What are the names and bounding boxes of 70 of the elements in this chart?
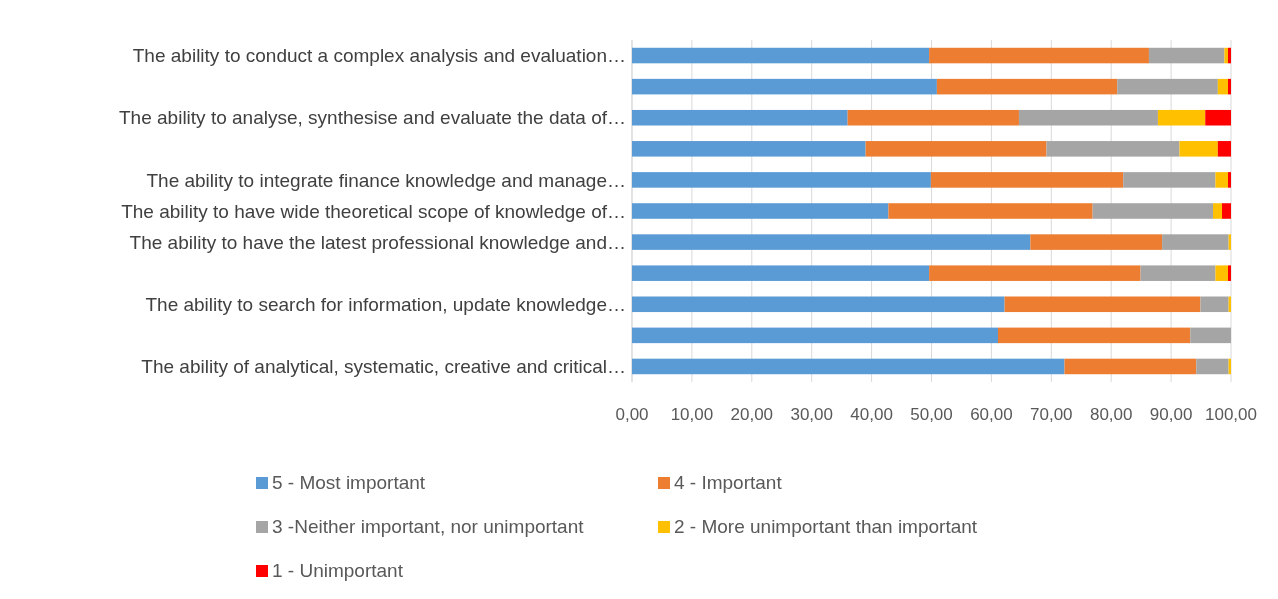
bar — [632, 109, 848, 126]
bar — [1213, 203, 1223, 219]
bar — [888, 203, 1093, 219]
legend-label: 5 - Most important — [272, 472, 426, 493]
bar — [1215, 265, 1229, 281]
bar — [847, 109, 1019, 126]
bar — [997, 327, 1191, 344]
bar — [1064, 358, 1197, 375]
bar — [1046, 141, 1180, 157]
x-tick-label: 100,00 — [1205, 405, 1257, 424]
bar — [632, 78, 937, 95]
bar — [936, 78, 1118, 95]
x-tick-label: 0,00 — [615, 405, 649, 424]
bar — [929, 47, 1149, 64]
bar — [1004, 296, 1201, 313]
x-tick-label: 60,00 — [970, 405, 1013, 424]
bar — [1228, 265, 1231, 281]
bar — [632, 265, 930, 281]
y-tick-label: The ability to have the latest professional knowledge and… — [129, 231, 626, 253]
x-tick-label: 30,00 — [790, 405, 833, 424]
bar — [1179, 141, 1218, 157]
bar — [1217, 78, 1228, 95]
x-tick-label: 90,00 — [1149, 405, 1193, 424]
legend-label: 4 - Important — [674, 472, 783, 493]
bar — [632, 47, 930, 64]
bar — [1196, 358, 1229, 375]
bar — [632, 172, 931, 188]
bar — [632, 203, 889, 219]
x-tick-label: 40,00 — [850, 405, 893, 424]
bar — [1190, 327, 1231, 344]
y-tick-label: The ability of analytical, systematic, creative and critical… — [141, 356, 626, 378]
y-tick-label: The ability to have wide theoretical scope of knowledge of… — [121, 200, 626, 222]
bar — [1148, 47, 1225, 64]
bar — [632, 141, 866, 157]
y-tick-label: The ability to search for information, update knowledge… — [145, 293, 626, 315]
bar — [1228, 78, 1231, 95]
bar — [632, 234, 1031, 250]
bar — [1123, 172, 1216, 188]
bar — [1205, 109, 1231, 126]
bar — [1228, 172, 1231, 188]
y-tick-label: The ability to integrate finance knowledge and manage… — [146, 169, 626, 191]
bar — [865, 141, 1047, 157]
legend-label: 2 - More unimportant than important — [674, 516, 978, 537]
bar — [1018, 109, 1158, 126]
bar — [632, 296, 1005, 313]
bar — [632, 358, 1065, 375]
x-tick-label: 10,00 — [670, 405, 714, 424]
x-tick-label: 50,00 — [910, 405, 953, 424]
bar — [1140, 265, 1216, 281]
bar — [930, 172, 1124, 188]
bar — [1157, 109, 1206, 126]
legend-label: 3 -Neither important, nor unimportant — [272, 516, 585, 537]
bar — [1215, 172, 1229, 188]
legend-label: 1 - Unimportant — [272, 560, 404, 581]
bar — [1222, 203, 1231, 219]
bar — [632, 327, 998, 344]
bar — [929, 265, 1141, 281]
bar — [1030, 234, 1163, 250]
bar — [1092, 203, 1214, 219]
x-tick-label: 20,00 — [730, 405, 774, 424]
bar — [1200, 296, 1229, 313]
y-tick-label: The ability to conduct a complex analysis and evaluation… — [132, 45, 626, 67]
x-tick-label: 70,00 — [1030, 405, 1073, 424]
bar — [1117, 78, 1218, 95]
bar — [1228, 47, 1231, 64]
bar — [1217, 141, 1231, 157]
y-tick-label: The ability to analyse, synthesise and evaluate the data of… — [119, 107, 626, 129]
bar — [1162, 234, 1229, 250]
x-tick-label: 80,00 — [1089, 405, 1133, 424]
bar — [1224, 47, 1228, 64]
